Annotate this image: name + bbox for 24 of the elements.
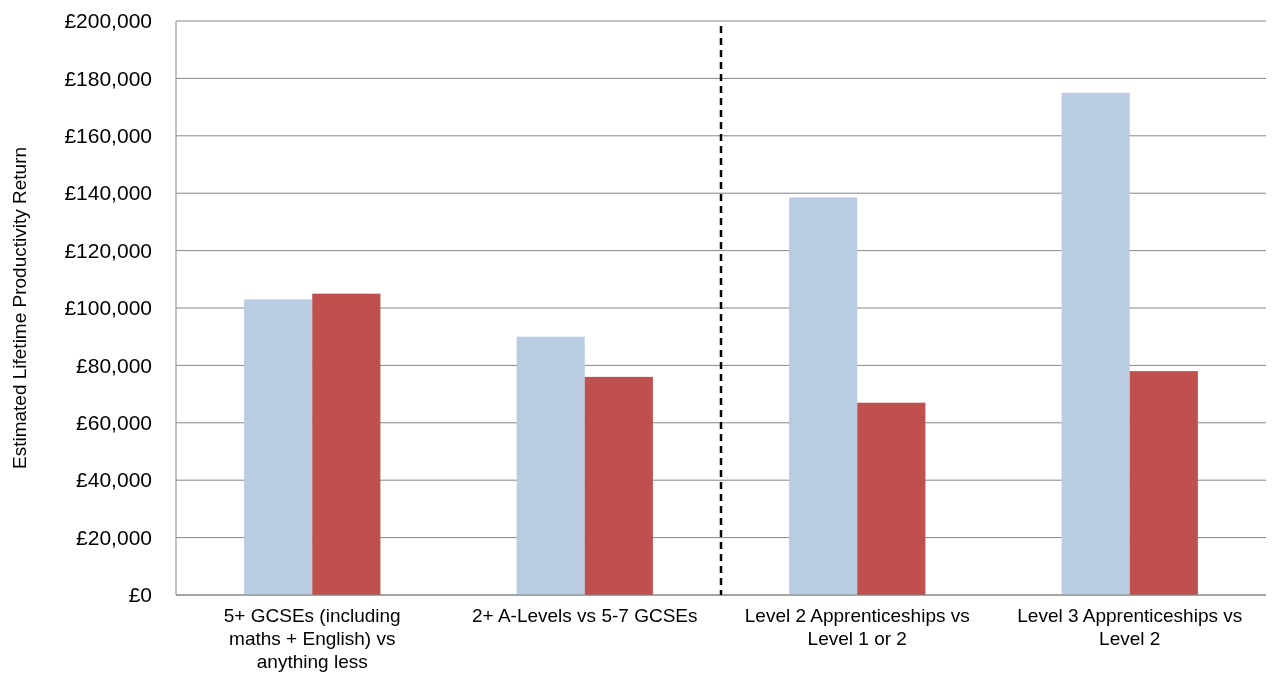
bar <box>1061 92 1130 595</box>
y-tick-label: £80,000 <box>76 353 152 377</box>
bar <box>789 197 858 595</box>
y-tick-label: £20,000 <box>76 525 152 549</box>
bar <box>857 402 926 595</box>
bar <box>516 336 585 595</box>
bar <box>312 293 381 595</box>
x-tick-label: Level 2 Apprenticeships vs Level 1 or 2 <box>744 605 970 650</box>
y-tick-label: £60,000 <box>76 411 152 435</box>
y-axis-title: Estimated Lifetime Productivity Return <box>9 146 30 470</box>
y-tick-label: £200,000 <box>64 9 152 33</box>
y-tick-label: £140,000 <box>64 181 152 205</box>
y-tick-label: £100,000 <box>64 296 152 320</box>
bar <box>1129 371 1198 595</box>
bar <box>244 299 313 595</box>
y-tick-label: £0 <box>128 583 152 607</box>
y-tick-label: £120,000 <box>64 238 152 262</box>
y-tick-label: £180,000 <box>64 66 152 90</box>
y-tick-label: £40,000 <box>76 468 152 492</box>
x-tick-label: 5+ GCSEs (including maths + English) vs anything less <box>223 605 401 673</box>
x-tick-label: 2+ A-Levels vs 5-7 GCSEs <box>472 605 698 627</box>
bar <box>584 376 653 595</box>
y-tick-label: £160,000 <box>64 124 152 148</box>
x-tick-label: Level 3 Apprenticeships vs Level 2 <box>1017 605 1243 650</box>
